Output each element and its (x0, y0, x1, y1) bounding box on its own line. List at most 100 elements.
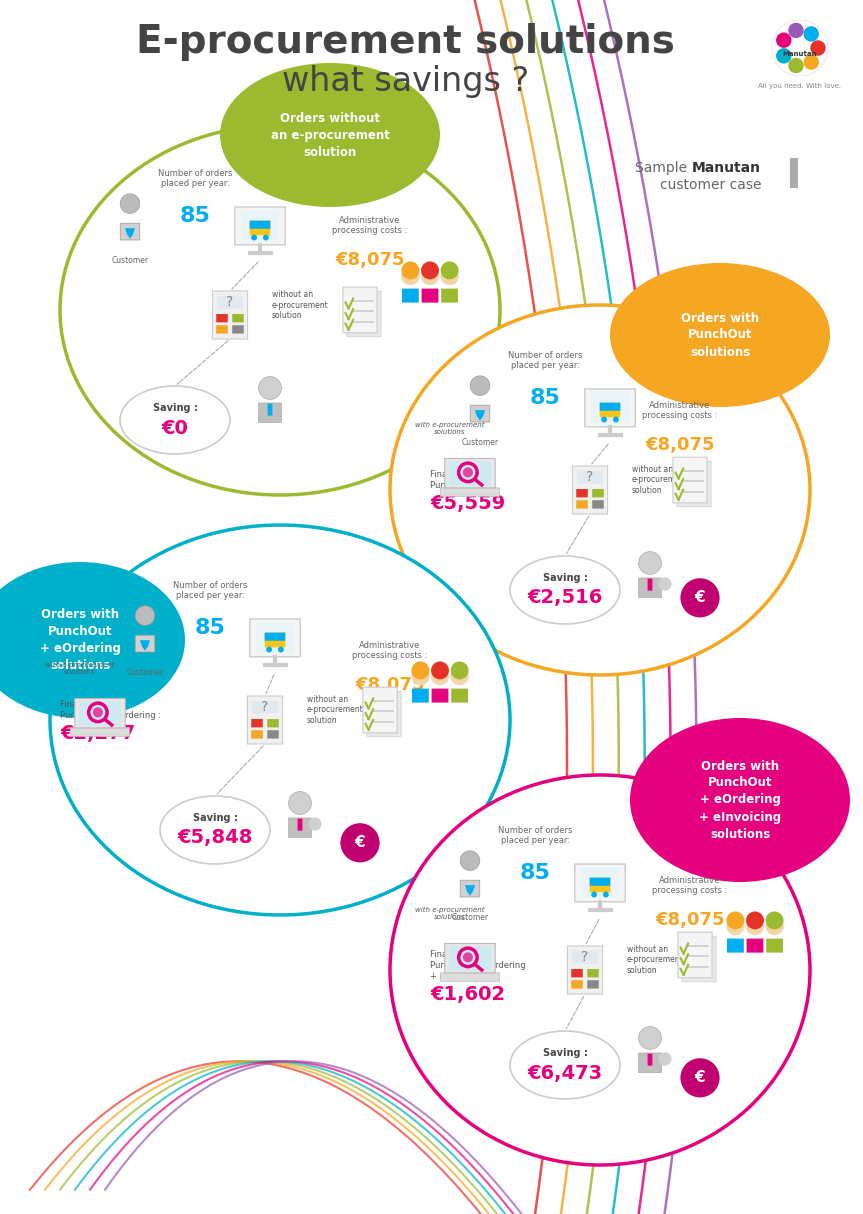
FancyBboxPatch shape (79, 702, 121, 726)
FancyBboxPatch shape (451, 688, 468, 703)
FancyBboxPatch shape (252, 700, 278, 714)
FancyBboxPatch shape (790, 158, 798, 188)
Text: 85: 85 (520, 863, 551, 883)
FancyBboxPatch shape (71, 728, 129, 737)
Circle shape (812, 42, 824, 53)
FancyBboxPatch shape (647, 579, 652, 590)
Text: Orders with
PunchOut
solutions: Orders with PunchOut solutions (681, 312, 759, 358)
FancyBboxPatch shape (441, 488, 500, 497)
Circle shape (251, 234, 257, 240)
Text: Administrative
processing costs :: Administrative processing costs : (332, 216, 407, 236)
FancyBboxPatch shape (249, 619, 300, 657)
FancyBboxPatch shape (572, 951, 598, 964)
Text: PunchOut + eOrdering :: PunchOut + eOrdering : (60, 711, 161, 720)
Ellipse shape (50, 524, 510, 915)
Circle shape (804, 55, 818, 69)
Text: €: € (695, 590, 705, 606)
Circle shape (602, 416, 607, 422)
Text: ?: ? (261, 700, 268, 714)
Polygon shape (140, 640, 150, 651)
Text: ?: ? (226, 295, 234, 310)
FancyBboxPatch shape (251, 719, 262, 727)
FancyBboxPatch shape (217, 296, 243, 308)
Circle shape (658, 578, 671, 590)
Circle shape (278, 647, 284, 652)
Text: + eInvoicing :: + eInvoicing : (430, 972, 488, 981)
Text: €: € (695, 1071, 705, 1085)
FancyBboxPatch shape (600, 403, 620, 418)
Text: €8,075: €8,075 (655, 910, 725, 929)
Circle shape (412, 666, 430, 685)
FancyBboxPatch shape (75, 698, 125, 728)
Ellipse shape (0, 562, 185, 717)
Text: PunchOut + eOrdering: PunchOut + eOrdering (430, 961, 526, 970)
Text: Final cost with: Final cost with (430, 470, 490, 480)
Text: ?: ? (586, 470, 594, 484)
Circle shape (772, 19, 828, 76)
Circle shape (790, 59, 802, 72)
FancyBboxPatch shape (727, 938, 744, 953)
FancyBboxPatch shape (571, 980, 583, 988)
Polygon shape (475, 410, 485, 420)
FancyBboxPatch shape (587, 980, 599, 988)
Circle shape (460, 851, 480, 870)
Text: without an
e-procurement
solution: without an e-procurement solution (272, 290, 329, 320)
FancyBboxPatch shape (567, 946, 602, 994)
Ellipse shape (60, 125, 500, 495)
Text: with e-procurement
solutions: with e-procurement solutions (45, 662, 115, 675)
Ellipse shape (390, 305, 810, 675)
Text: without an
e-procurement
solution: without an e-procurement solution (307, 696, 363, 725)
FancyBboxPatch shape (444, 459, 495, 488)
FancyBboxPatch shape (576, 500, 588, 509)
Text: what savings ?: what savings ? (282, 66, 529, 98)
Circle shape (421, 261, 439, 279)
Text: without an
e-procurement
solution: without an e-procurement solution (627, 946, 683, 975)
FancyBboxPatch shape (639, 1053, 661, 1072)
Circle shape (450, 662, 469, 680)
FancyBboxPatch shape (362, 687, 397, 733)
Text: €5,559: €5,559 (430, 494, 505, 514)
Circle shape (308, 817, 322, 830)
Circle shape (431, 666, 449, 685)
FancyBboxPatch shape (217, 314, 228, 323)
Circle shape (789, 58, 803, 73)
FancyBboxPatch shape (766, 938, 783, 953)
FancyBboxPatch shape (251, 731, 262, 738)
FancyBboxPatch shape (235, 208, 285, 245)
Text: Number of orders
placed per year:: Number of orders placed per year: (173, 580, 247, 600)
Text: without an
e-procurement
solution: without an e-procurement solution (632, 465, 689, 495)
Text: €8,075: €8,075 (335, 251, 405, 270)
FancyBboxPatch shape (248, 696, 282, 744)
Circle shape (591, 891, 597, 897)
Ellipse shape (220, 63, 440, 208)
FancyBboxPatch shape (432, 688, 449, 703)
FancyBboxPatch shape (589, 878, 610, 892)
FancyBboxPatch shape (647, 1054, 652, 1066)
Text: Number of orders
placed per year:: Number of orders placed per year: (158, 169, 232, 188)
Text: Administrative
processing costs :: Administrative processing costs : (352, 641, 428, 660)
FancyBboxPatch shape (577, 471, 603, 483)
Text: €1,602: €1,602 (430, 985, 505, 1004)
FancyBboxPatch shape (422, 289, 438, 302)
Text: with e-procurement
solutions: with e-procurement solutions (415, 907, 485, 920)
Text: Saving :: Saving : (192, 813, 237, 823)
Circle shape (639, 1027, 661, 1049)
FancyBboxPatch shape (449, 947, 491, 971)
Text: €5,848: €5,848 (177, 828, 253, 847)
FancyBboxPatch shape (592, 489, 604, 498)
Circle shape (804, 27, 818, 41)
FancyBboxPatch shape (441, 972, 500, 981)
Text: Manutan: Manutan (692, 161, 761, 175)
Circle shape (777, 49, 791, 63)
Circle shape (778, 34, 790, 46)
Text: Administrative
processing costs :: Administrative processing costs : (652, 875, 728, 895)
Text: Final cost with: Final cost with (60, 700, 120, 709)
FancyBboxPatch shape (673, 458, 707, 503)
Circle shape (441, 267, 458, 285)
Polygon shape (125, 228, 135, 239)
Circle shape (463, 952, 473, 963)
Circle shape (135, 606, 154, 625)
Circle shape (680, 1059, 720, 1097)
Circle shape (412, 662, 430, 680)
FancyBboxPatch shape (444, 943, 495, 972)
